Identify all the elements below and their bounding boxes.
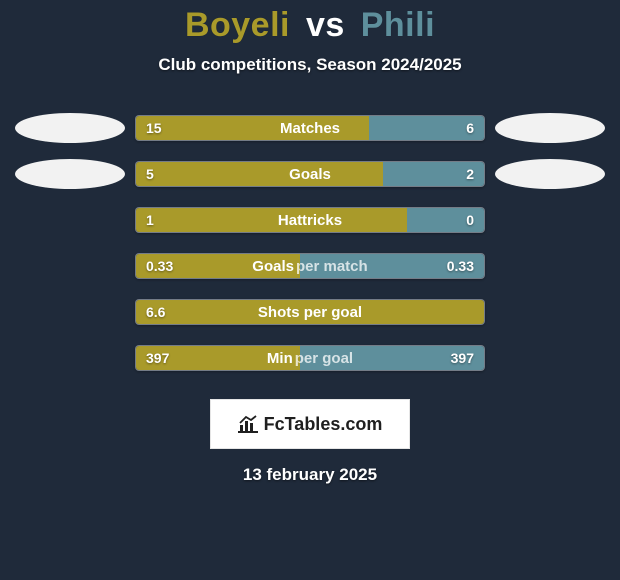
club-logo-placeholder xyxy=(15,159,125,189)
stats-rows: 156Matches52Goals10Hattricks0.330.33Goal… xyxy=(0,105,620,381)
date-label: 13 february 2025 xyxy=(0,465,620,485)
title-player1: Boyeli xyxy=(185,6,290,44)
brand-logo-text: FcTables.com xyxy=(264,414,383,435)
stat-value-left: 1 xyxy=(146,208,154,232)
stat-value-left: 6.6 xyxy=(146,300,165,324)
club-logo-placeholder xyxy=(15,113,125,143)
subtitle: Club competitions, Season 2024/2025 xyxy=(0,55,620,75)
stat-value-right: 6 xyxy=(466,116,474,140)
stat-bar: 156Matches xyxy=(135,115,485,141)
stat-value-right: 0 xyxy=(466,208,474,232)
stat-row: 10Hattricks xyxy=(0,197,620,243)
club-slot-left xyxy=(15,113,125,143)
title-player2: Phili xyxy=(361,6,435,44)
stat-row: 156Matches xyxy=(0,105,620,151)
chart-icon xyxy=(238,415,258,433)
stat-value-left: 0.33 xyxy=(146,254,173,278)
stat-bar-left xyxy=(136,162,383,186)
stat-bar-left xyxy=(136,208,407,232)
brand-logo: FcTables.com xyxy=(210,399,410,449)
stat-bar: 397397Min per goal xyxy=(135,345,485,371)
club-slot-right xyxy=(495,113,605,143)
stat-value-left: 397 xyxy=(146,346,169,370)
stat-value-right: 397 xyxy=(451,346,474,370)
stat-bar: 6.6Shots per goal xyxy=(135,299,485,325)
stat-bar: 0.330.33Goals per match xyxy=(135,253,485,279)
stat-row: 397397Min per goal xyxy=(0,335,620,381)
club-slot-left xyxy=(15,159,125,189)
comparison-infographic: Boyeli vs Phili Club competitions, Seaso… xyxy=(0,0,620,580)
club-logo-placeholder xyxy=(495,159,605,189)
stat-row: 6.6Shots per goal xyxy=(0,289,620,335)
club-slot-right xyxy=(495,159,605,189)
stat-bar: 10Hattricks xyxy=(135,207,485,233)
club-logo-placeholder xyxy=(495,113,605,143)
stat-bar: 52Goals xyxy=(135,161,485,187)
page-title: Boyeli vs Phili xyxy=(0,0,620,45)
stat-row: 52Goals xyxy=(0,151,620,197)
stat-value-left: 15 xyxy=(146,116,162,140)
stat-value-left: 5 xyxy=(146,162,154,186)
stat-value-right: 2 xyxy=(466,162,474,186)
title-vs: vs xyxy=(306,6,345,44)
stat-row: 0.330.33Goals per match xyxy=(0,243,620,289)
stat-value-right: 0.33 xyxy=(447,254,474,278)
stat-bar-left xyxy=(136,300,484,324)
stat-bar-left xyxy=(136,116,369,140)
